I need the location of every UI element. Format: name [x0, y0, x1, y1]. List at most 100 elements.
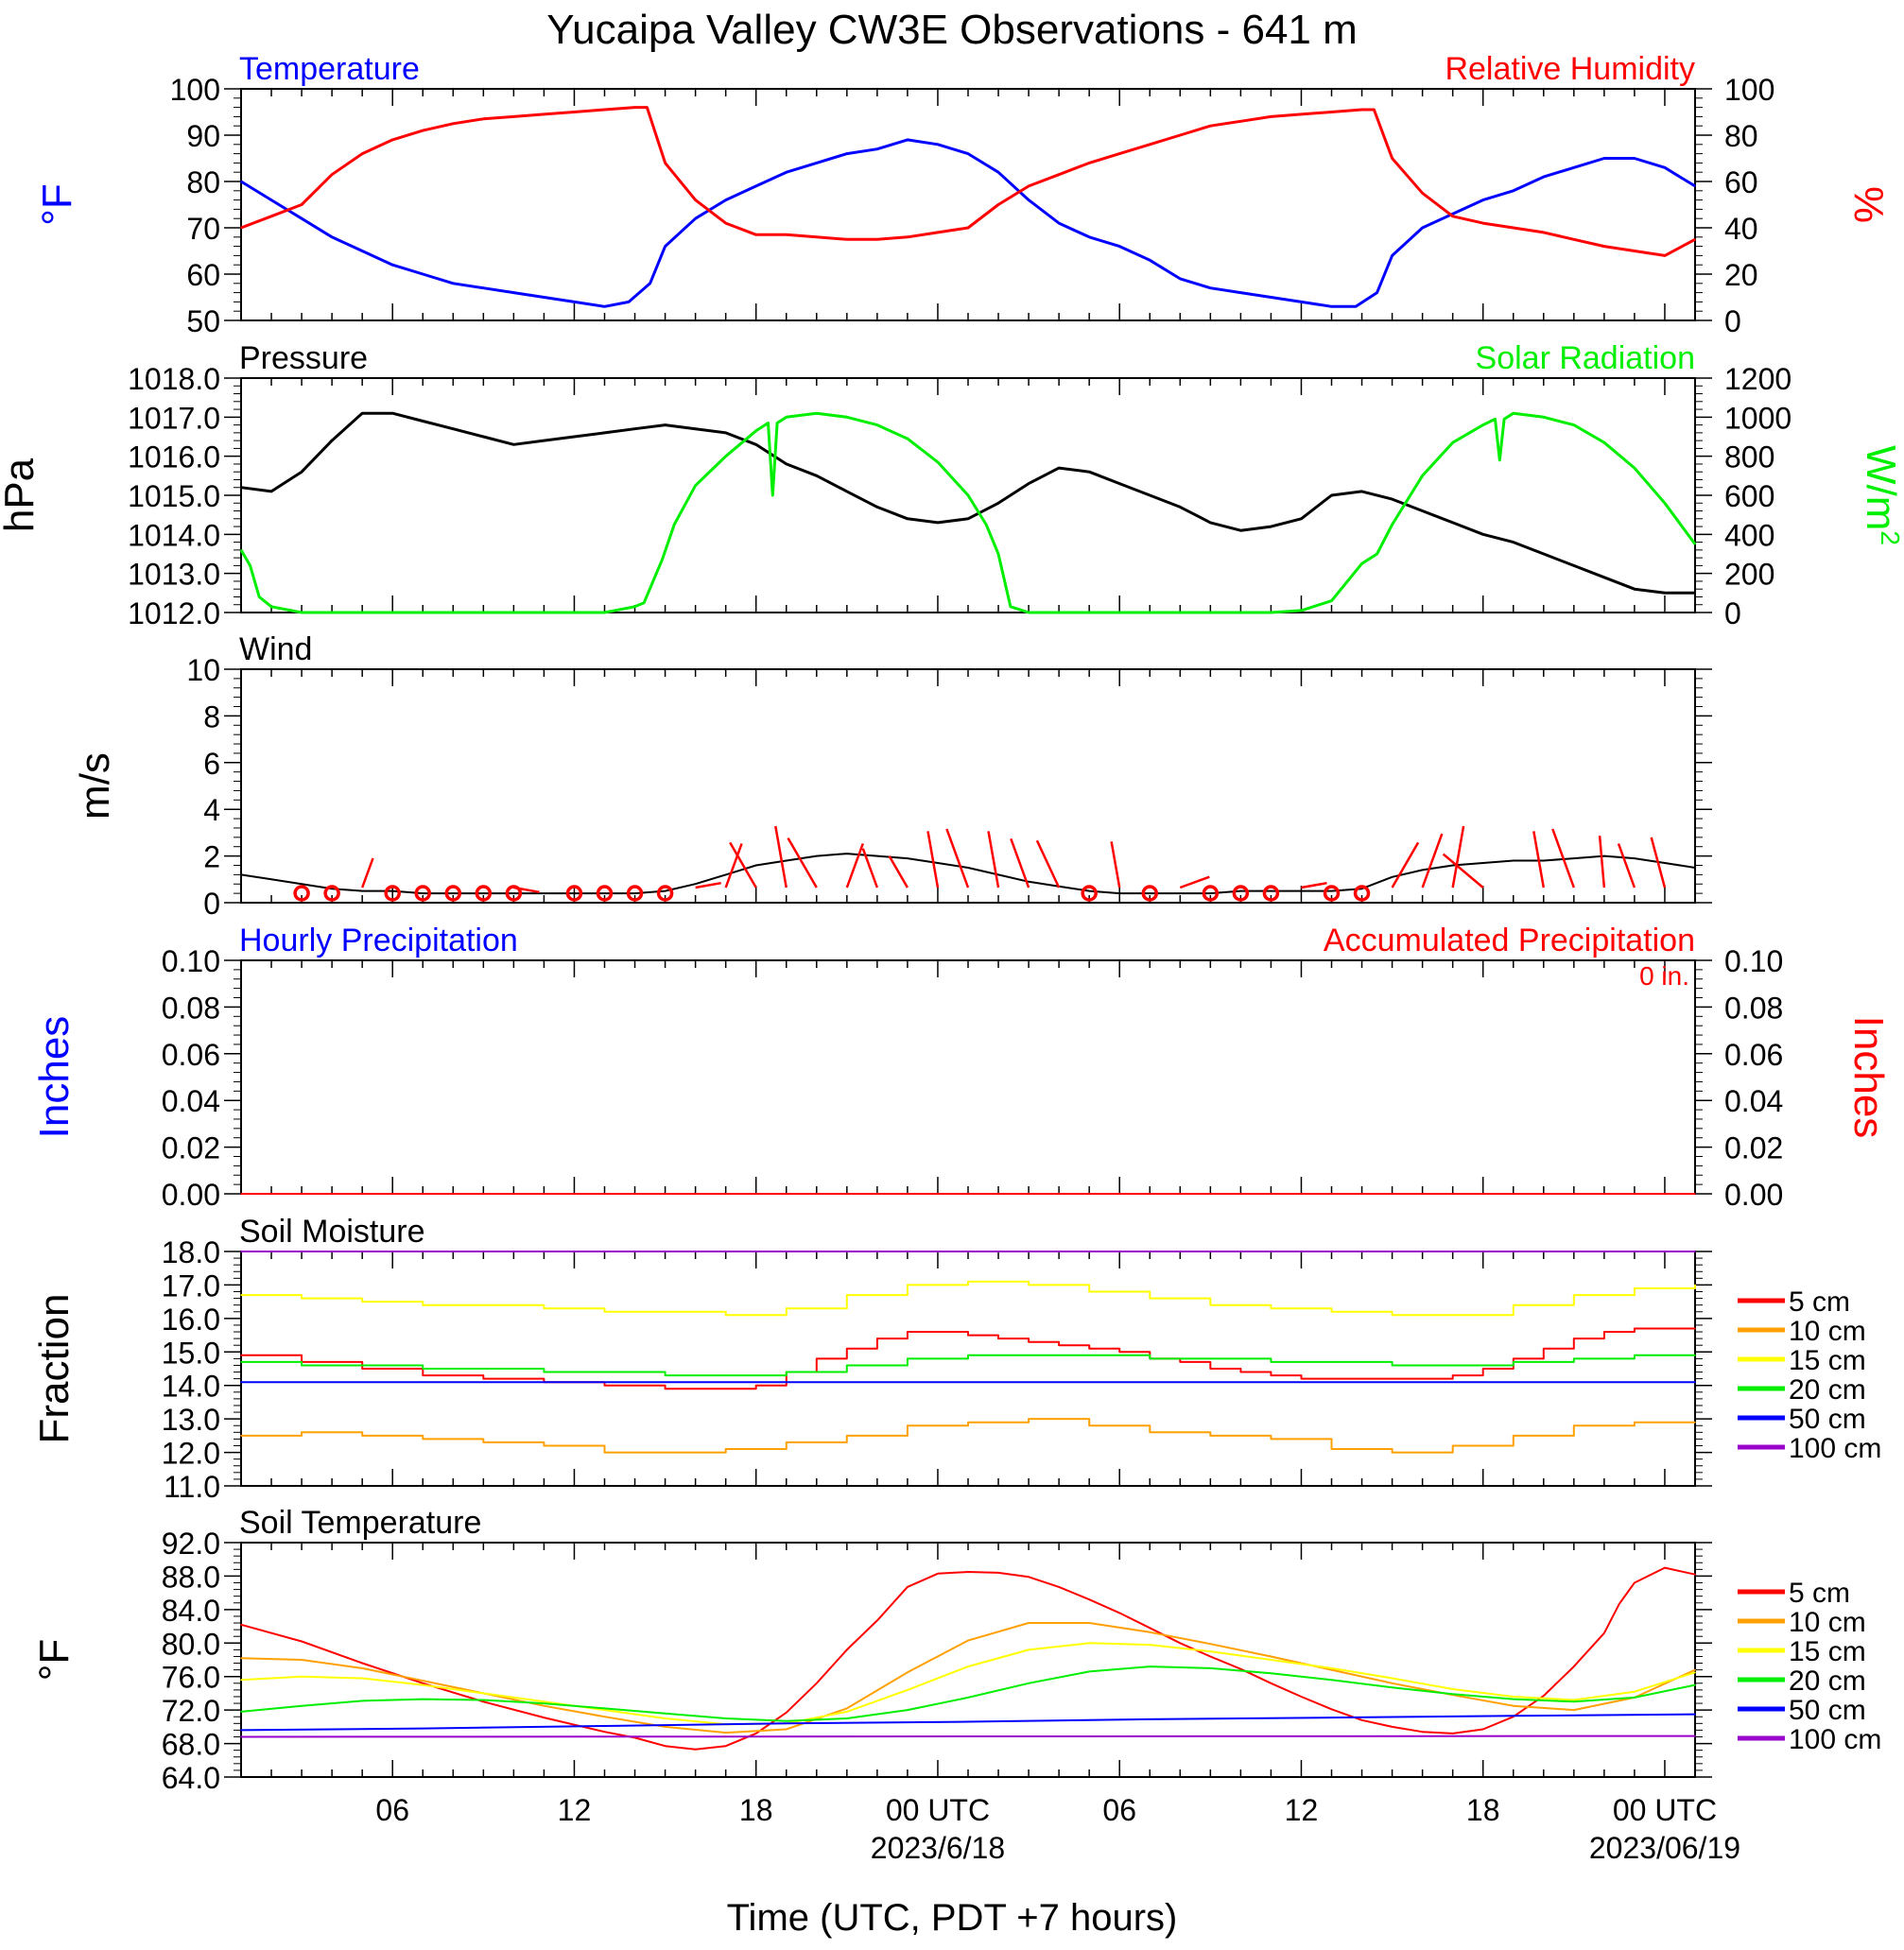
legend-label: 5 cm: [1789, 1286, 1850, 1318]
legend-label: 5 cm: [1789, 1578, 1850, 1609]
data-point: [846, 417, 848, 419]
wind-barb: [946, 829, 968, 888]
data-point: [967, 1281, 969, 1283]
data-point: [1331, 306, 1333, 308]
data-point: [604, 306, 606, 308]
data-point: [1149, 1644, 1151, 1646]
data-point: [1573, 565, 1575, 567]
data-point: [1118, 892, 1120, 894]
data-point: [1118, 1613, 1120, 1614]
x-tick-label: 00 UTC: [886, 1793, 990, 1827]
data-point: [755, 1385, 757, 1387]
data-point: [1210, 522, 1212, 524]
data-point: [1088, 163, 1090, 164]
data-point: [361, 1700, 363, 1702]
legend-label: 100 cm: [1789, 1724, 1881, 1755]
panel-pressure_solar: 1012.01013.01014.01015.01016.01017.01018…: [0, 340, 1904, 630]
data-point: [725, 199, 727, 201]
data-point: [1210, 125, 1212, 127]
legend-label: 20 cm: [1789, 1374, 1866, 1406]
wind-barb: [863, 849, 877, 888]
data-point: [1240, 1372, 1242, 1373]
data-point: [483, 1693, 485, 1695]
series-line-15-cm: [241, 1643, 1695, 1724]
y-tick-label: 68.0: [162, 1728, 220, 1762]
data-point: [997, 553, 999, 555]
y-tick-label: 100: [170, 73, 220, 107]
data-point: [240, 1711, 242, 1713]
panel-title-left: Wind: [239, 631, 312, 667]
data-point: [1573, 167, 1575, 169]
series-line-20-cm: [241, 1355, 1695, 1375]
y-tick-label: 15.0: [162, 1336, 220, 1370]
y-tick-label: 12.0: [162, 1437, 220, 1471]
data-point: [1210, 1304, 1212, 1306]
data-point: [544, 1372, 545, 1373]
data-point: [1543, 417, 1545, 419]
data-point: [695, 1749, 697, 1751]
data-point: [786, 860, 788, 862]
data-point: [1149, 1631, 1151, 1633]
data-point: [301, 1298, 303, 1300]
data-point: [1271, 612, 1272, 613]
panel-title-right: Relative Humidity: [1445, 51, 1695, 87]
y-tick-label: 13.0: [162, 1403, 220, 1437]
data-point: [1543, 1348, 1545, 1350]
y-tick-label: 70: [186, 212, 220, 246]
data-point: [1634, 1697, 1636, 1699]
data-point: [1118, 612, 1120, 613]
data-point: [1573, 1358, 1575, 1360]
y-axis-label: m/s: [72, 752, 118, 820]
data-point: [240, 1435, 242, 1437]
data-point: [1118, 1351, 1120, 1353]
data-point: [1028, 185, 1030, 187]
data-point: [258, 596, 260, 598]
data-point: [1088, 1671, 1090, 1673]
legend-label: 100 cm: [1789, 1433, 1881, 1464]
data-point: [1331, 494, 1333, 496]
data-point: [997, 874, 999, 876]
data-point: [301, 883, 303, 885]
wind-barb: [928, 831, 938, 888]
data-point: [391, 139, 393, 141]
data-point: [1513, 1696, 1515, 1698]
data-point: [361, 1435, 363, 1437]
data-point: [1452, 522, 1454, 524]
data-point: [361, 412, 363, 414]
panel-frame: [241, 1543, 1695, 1777]
data-point: [574, 892, 576, 894]
data-point: [604, 612, 606, 613]
y-tick-label: 60: [186, 258, 220, 292]
data-point: [574, 302, 576, 303]
x-tick-label: 06: [375, 1793, 409, 1827]
y-tick-label: 0.08: [162, 991, 220, 1025]
data-point: [755, 430, 757, 432]
data-point: [1452, 216, 1454, 217]
data-point: [1028, 1285, 1030, 1286]
y-axis-label: hPa: [0, 457, 43, 532]
y-tick-label: 1017.0: [128, 401, 220, 435]
data-point: [1028, 1649, 1030, 1651]
series-line-relative-humidity: [241, 108, 1695, 256]
data-point: [907, 1358, 909, 1360]
y-right-tick-label: 0.04: [1724, 1084, 1783, 1118]
data-point: [662, 559, 664, 561]
y-tick-label: 0.04: [162, 1084, 220, 1118]
y-tick-label: 1013.0: [128, 558, 220, 592]
data-point: [967, 153, 969, 155]
data-point: [985, 524, 987, 526]
data-point: [695, 485, 697, 487]
data-point: [1210, 892, 1212, 894]
data-point: [1271, 297, 1272, 299]
series-line-100-cm: [241, 1736, 1695, 1737]
data-point: [1271, 1374, 1272, 1376]
data-point: [544, 1702, 545, 1704]
data-point: [1028, 1622, 1030, 1624]
series-line-pressure: [241, 413, 1695, 593]
data-point: [997, 1337, 999, 1339]
data-point: [937, 461, 939, 463]
data-point: [452, 428, 454, 430]
data-point: [1179, 1361, 1181, 1363]
data-point: [1392, 255, 1393, 257]
